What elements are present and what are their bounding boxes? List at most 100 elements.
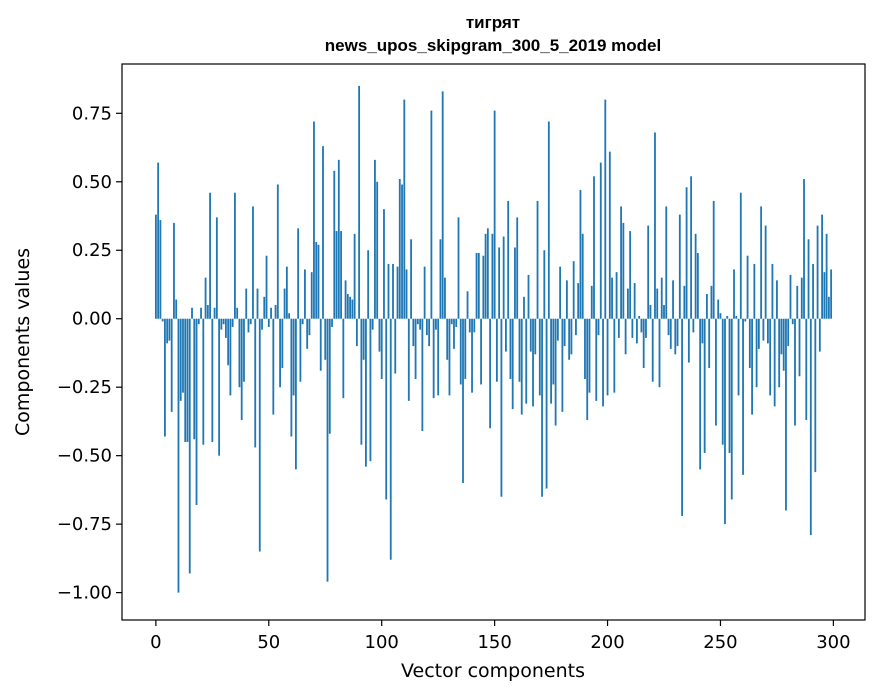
bar-72 [317,244,320,319]
x-tick-label: 50 [257,632,280,653]
bar-24 [209,192,211,319]
bar-284 [796,285,799,319]
bar-69 [310,272,313,319]
chart-title: тигрят [466,13,520,32]
bar-296 [823,272,826,319]
bar-90 [358,85,361,319]
bar-269 [762,318,765,341]
bar-229 [672,280,674,319]
bar-158 [511,318,514,410]
bar-161 [518,318,521,382]
bar-212 [633,283,636,319]
bar-264 [751,318,753,415]
bar-240 [696,252,699,319]
bar-41 [247,318,250,333]
bar-97 [374,159,376,319]
bar-14 [186,318,189,442]
bar-75 [324,318,327,360]
bar-216 [642,318,645,369]
bar-191 [586,318,589,421]
bar-123 [432,318,435,399]
bar-162 [520,318,523,415]
y-tick-label: −1.00 [57,583,112,604]
bar-173 [545,318,548,489]
bar-176 [552,318,555,385]
bar-254 [728,318,731,453]
bar-95 [369,318,372,462]
bar-297 [825,233,828,319]
bar-237 [690,176,693,319]
bar-226 [665,206,668,319]
bar-128 [444,277,446,319]
bar-238 [692,318,695,333]
bar-270 [764,225,767,319]
bar-99 [378,318,381,352]
bar-53 [274,305,277,319]
bar-182 [565,280,568,319]
bar-288 [805,318,808,421]
bar-131 [450,318,453,325]
x-tick-label: 100 [365,632,399,653]
y-tick-label: 0.25 [72,240,112,261]
bar-113 [410,239,412,319]
bar-23 [206,305,209,319]
bar-261 [744,318,747,322]
bar-86 [349,296,351,319]
bar-100 [380,318,383,379]
bar-4 [164,318,166,437]
bar-66 [304,269,306,319]
bar-114 [412,318,415,347]
bar-228 [669,318,672,349]
bar-258 [737,318,740,396]
y-tick-label: 0.75 [72,103,112,124]
bar-26 [213,307,216,319]
bar-83 [342,318,345,399]
bar-178 [556,318,559,341]
bar-43 [252,206,254,319]
bar-67 [306,318,309,349]
bar-138 [466,291,469,319]
bar-298 [827,296,830,319]
bar-166 [529,318,532,352]
bar-15 [188,318,191,574]
bar-35 [234,192,236,319]
bar-222 [656,288,659,319]
bar-133 [455,318,458,327]
x-tick-label: 250 [703,632,737,653]
bar-73 [319,318,322,371]
bar-197 [599,162,602,319]
bar-164 [525,318,528,404]
bar-193 [590,285,593,319]
bar-76 [326,318,329,582]
bar-262 [746,255,749,319]
bar-65 [301,318,304,325]
bar-94 [367,250,370,319]
bar-183 [568,318,571,360]
bar-259 [739,192,742,319]
bar-140 [471,318,473,393]
bar-154 [502,236,505,319]
bar-225 [663,305,665,319]
bar-79 [333,170,336,319]
bar-189 [581,233,584,319]
bar-252 [724,318,726,525]
bar-271 [766,318,769,344]
bar-32 [227,318,230,366]
bar-110 [403,99,406,319]
bar-147 [486,228,489,319]
bar-175 [550,318,552,404]
bar-215 [640,318,643,333]
bar-91 [360,318,363,445]
bar-17 [193,318,196,440]
bar-46 [258,318,261,552]
bar-255 [730,318,733,500]
bar-198 [602,318,604,407]
bar-217 [645,318,647,338]
bar-214 [638,315,641,319]
bar-278 [782,318,785,371]
bar-285 [798,318,801,377]
bar-184 [570,318,573,355]
bar-118 [421,318,424,432]
bar-207 [622,222,625,319]
y-axis-ticks: −1.00 −0.75 −0.50 −0.25 0.00 0.25 0.50 0.75 [57,103,122,604]
